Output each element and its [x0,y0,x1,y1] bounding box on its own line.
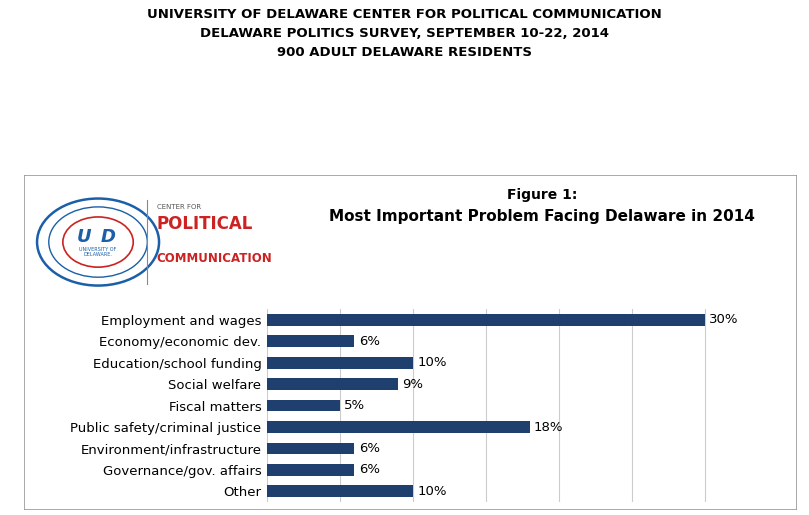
Bar [267,421,530,433]
Text: CENTER FOR: CENTER FOR [157,203,201,210]
Text: POLITICAL: POLITICAL [157,215,253,233]
Bar [267,335,354,347]
Bar [267,357,413,369]
Text: 9%: 9% [403,377,424,390]
Bar [267,442,354,454]
Text: COMMUNICATION: COMMUNICATION [157,252,273,265]
Text: 10%: 10% [417,485,447,498]
Text: UNIVERSITY OF DELAWARE CENTER FOR POLITICAL COMMUNICATION
DELAWARE POLITICS SURV: UNIVERSITY OF DELAWARE CENTER FOR POLITI… [147,8,662,59]
Text: 6%: 6% [359,335,380,348]
Text: U: U [76,228,91,246]
Bar [267,486,413,497]
Text: D: D [100,228,116,246]
Bar [267,464,354,476]
Bar [267,400,340,411]
Text: 6%: 6% [359,464,380,476]
Text: Figure 1:: Figure 1: [507,188,577,202]
Text: 18%: 18% [534,421,563,434]
Text: Most Important Problem Facing Delaware in 2014: Most Important Problem Facing Delaware i… [329,209,755,224]
Bar [267,378,398,390]
Text: 6%: 6% [359,442,380,455]
Text: 30%: 30% [709,313,739,326]
Text: 10%: 10% [417,356,447,369]
Bar [267,314,705,325]
Text: 5%: 5% [345,399,366,412]
Text: UNIVERSITY OF
DELAWARE.: UNIVERSITY OF DELAWARE. [79,247,116,258]
